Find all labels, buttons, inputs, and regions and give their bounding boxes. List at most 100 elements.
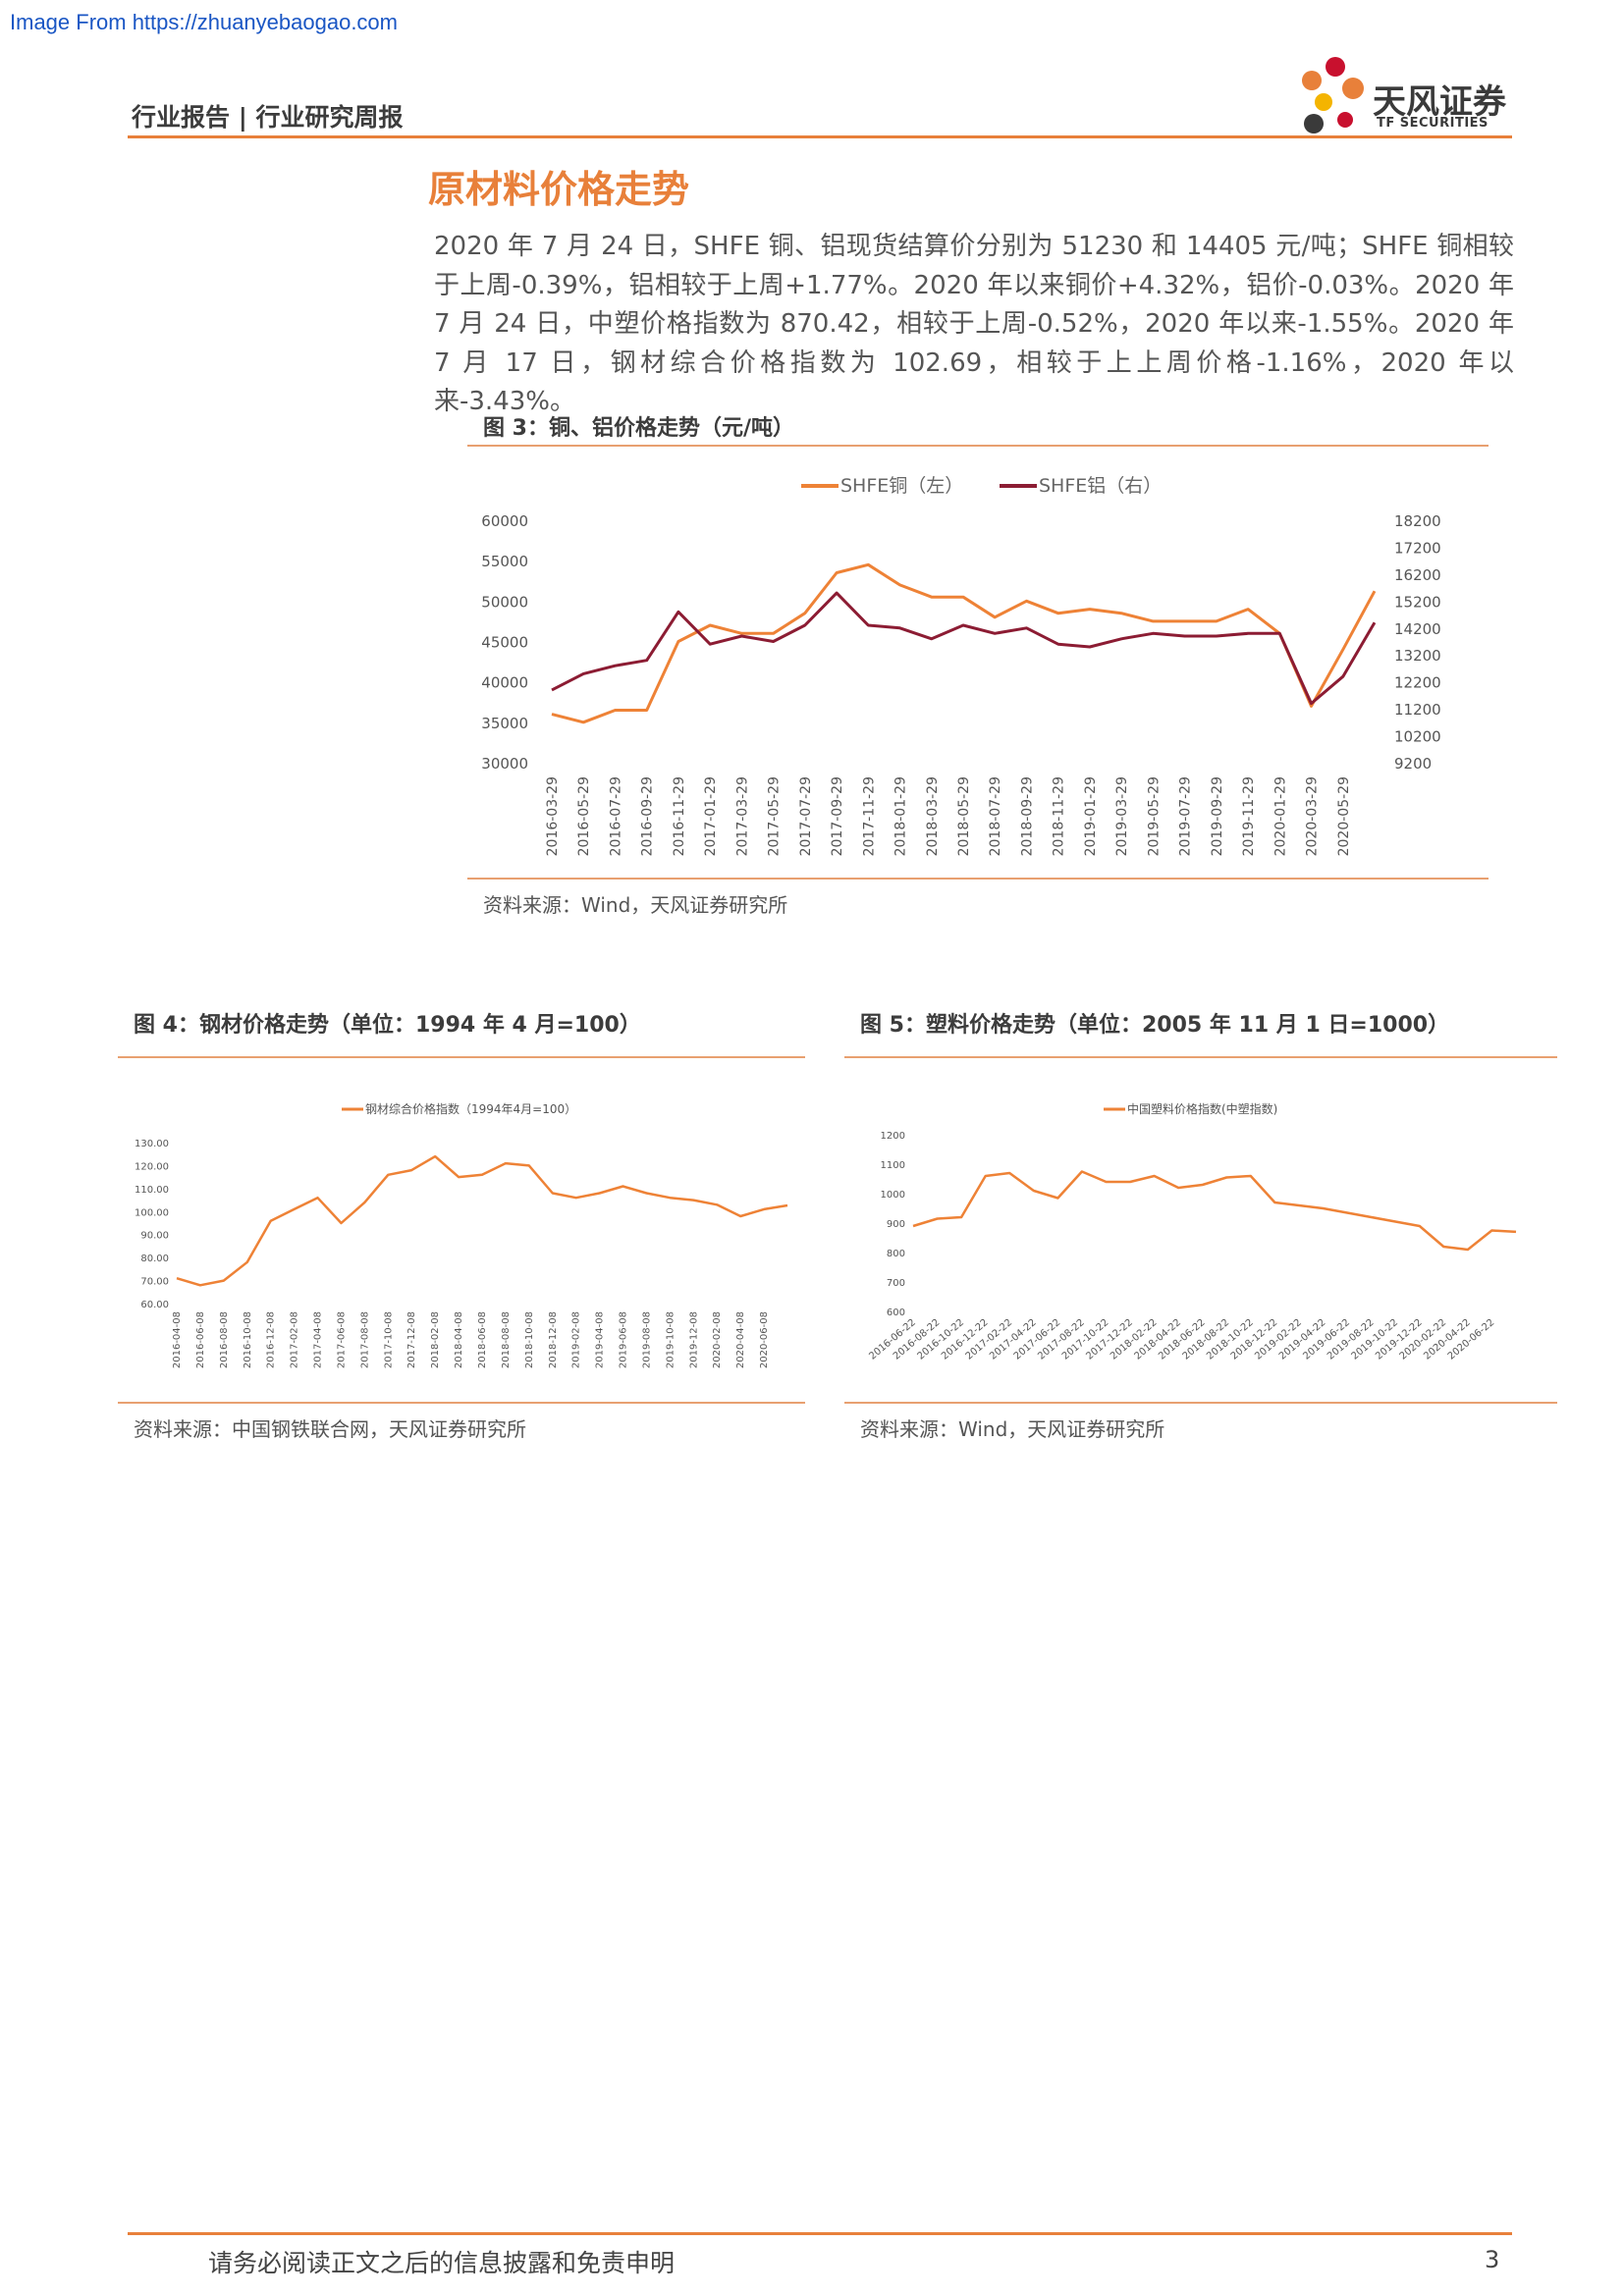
flower-logo-icon	[1302, 57, 1364, 133]
footer-divider	[128, 2232, 1512, 2235]
fig4-series-line	[176, 1154, 788, 1287]
fig4-xtick: 2020-06-08	[759, 1311, 770, 1368]
fig4-xtick: 2018-04-08	[454, 1311, 464, 1368]
fig4-title: 图 4：钢材价格走势（单位：1994 年 4 月=100）	[134, 1013, 641, 1038]
fig5-ytick: 1200	[881, 1131, 905, 1142]
fig4-source: 资料来源：中国钢铁联合网，天风证券研究所	[134, 1417, 526, 1441]
fig4-legend-label: 钢材综合价格指数（1994年4月=100）	[365, 1101, 576, 1116]
fig3-ytick-right: 17200	[1394, 539, 1441, 557]
fig4-xtick: 2016-04-08	[172, 1311, 183, 1368]
fig3-xtick: 2018-09-29	[1019, 776, 1035, 856]
fig3-xtick: 2017-11-29	[861, 776, 877, 856]
fig3-ytick-right: 16200	[1394, 566, 1441, 584]
fig3-legend-label: SHFE铜（左）	[840, 475, 963, 497]
fig4-bottom-rule	[118, 1402, 805, 1404]
fig4-xtick: 2017-12-08	[406, 1311, 417, 1368]
fig4-xtick: 2019-12-08	[688, 1311, 699, 1368]
fig5-ytick: 600	[887, 1308, 905, 1318]
fig4-xtick: 2020-02-08	[712, 1311, 723, 1368]
company-logo: 天风证券 TF SECURITIES	[1284, 51, 1520, 144]
fig4-xtick: 2018-02-08	[430, 1311, 441, 1368]
fig3-legend-label: SHFE铝（右）	[1039, 475, 1162, 497]
fig3-xtick: 2018-01-29	[893, 776, 909, 856]
fig3-ytick-left: 45000	[481, 634, 528, 652]
fig3-xtick: 2018-05-29	[956, 776, 972, 856]
fig3-bottom-rule	[467, 878, 1489, 880]
fig3-ytick-right: 15200	[1394, 593, 1441, 611]
fig4-xtick: 2017-02-08	[290, 1311, 300, 1368]
fig5-ytick: 1100	[881, 1160, 905, 1171]
fig4-ytick: 120.00	[135, 1161, 169, 1172]
fig4-xtick: 2018-08-08	[501, 1311, 512, 1368]
fig3-xtick: 2016-11-29	[672, 776, 687, 856]
header-divider	[128, 135, 1512, 138]
fig4-xtick: 2018-10-08	[524, 1311, 535, 1368]
fig3-xtick: 2017-07-29	[798, 776, 814, 856]
fig4-ytick: 60.00	[140, 1300, 169, 1310]
fig3-xtick: 2020-03-29	[1305, 776, 1321, 856]
fig3-ytick-right: 9200	[1394, 755, 1432, 773]
fig3-title: 图 3：铜、铝价格走势（元/吨）	[483, 416, 795, 441]
steel-price-chart: 60.00 70.00 80.00 90.00 100.00 110.00 120.00 13…	[135, 1101, 788, 1368]
copper-aluminum-price-chart: 30000 35000 40000 45000 50000 55000 60000 9200 1…	[481, 475, 1441, 856]
fig3-ytick-right: 18200	[1394, 512, 1441, 530]
fig4-ytick: 90.00	[140, 1231, 169, 1242]
fig5-ytick: 800	[887, 1249, 905, 1259]
copper-series-line	[551, 562, 1377, 724]
fig3-xtick: 2017-01-29	[703, 776, 719, 856]
fig3-ytick-left: 40000	[481, 674, 528, 692]
fig3-ytick-right: 14200	[1394, 620, 1441, 638]
fig3-ytick-left: 50000	[481, 593, 528, 611]
fig4-ytick: 70.00	[140, 1277, 169, 1288]
footer-disclaimer: 请务必阅读正文之后的信息披露和免责申明	[208, 2249, 676, 2277]
fig4-xtick: 2019-02-08	[571, 1311, 582, 1368]
fig3-xtick: 2016-09-29	[640, 776, 656, 856]
fig5-ytick: 700	[887, 1278, 905, 1289]
fig4-ytick: 100.00	[135, 1207, 169, 1218]
fig3-xtick: 2016-07-29	[608, 776, 623, 856]
body-paragraph: 2020 年 7 月 24 日，SHFE 铜、铝现货结算价分别为 51230 和…	[434, 232, 1514, 416]
fig5-bottom-rule	[844, 1402, 1557, 1404]
fig3-ytick-right: 13200	[1394, 647, 1441, 665]
source-watermark: Image From https://zhuanyebaogao.com	[10, 10, 398, 34]
fig3-top-rule	[467, 445, 1489, 447]
fig3-xtick: 2019-11-29	[1241, 776, 1257, 856]
fig5-top-rule	[844, 1056, 1557, 1058]
fig3-source: 资料来源：Wind，天风证券研究所	[483, 893, 788, 917]
fig4-xtick: 2017-06-08	[336, 1311, 347, 1368]
fig4-xtick: 2018-06-08	[477, 1311, 488, 1368]
fig3-xtick: 2019-09-29	[1210, 776, 1225, 856]
fig3-xtick: 2020-01-29	[1272, 776, 1288, 856]
fig5-title: 图 5：塑料价格走势（单位：2005 年 11 月 1 日=1000）	[860, 1013, 1450, 1038]
fig4-xtick: 2017-10-08	[383, 1311, 394, 1368]
fig4-ytick: 110.00	[135, 1185, 169, 1196]
fig3-xtick: 2019-05-29	[1146, 776, 1162, 856]
logo-name-cn: 天风证券	[1373, 82, 1506, 122]
fig4-xtick: 2019-04-08	[595, 1311, 606, 1368]
fig3-xtick: 2017-03-29	[734, 776, 750, 856]
page-number: 3	[1485, 2246, 1500, 2273]
fig4-xtick: 2018-12-08	[548, 1311, 559, 1368]
fig3-xtick: 2020-05-29	[1336, 776, 1352, 856]
fig4-xtick: 2016-06-08	[195, 1311, 206, 1368]
fig4-xtick: 2019-10-08	[665, 1311, 676, 1368]
fig3-xtick: 2019-01-29	[1083, 776, 1099, 856]
fig4-ytick: 130.00	[135, 1139, 169, 1149]
fig3-xtick: 2018-11-29	[1052, 776, 1067, 856]
fig3-xtick: 2019-07-29	[1178, 776, 1194, 856]
fig5-ytick: 900	[887, 1219, 905, 1230]
fig3-xtick: 2016-03-29	[545, 776, 561, 856]
fig4-xtick: 2016-08-08	[219, 1311, 230, 1368]
fig3-xtick: 2016-05-29	[576, 776, 592, 856]
fig4-xtick: 2016-12-08	[266, 1311, 277, 1368]
report-header-title: 行业报告 | 行业研究周报	[132, 103, 404, 132]
logo-name-en: TF SECURITIES	[1377, 116, 1489, 131]
fig4-xtick: 2016-10-08	[243, 1311, 253, 1368]
fig3-xtick: 2019-03-29	[1114, 776, 1130, 856]
fig4-xtick: 2017-08-08	[359, 1311, 370, 1368]
fig3-ytick-right: 10200	[1394, 728, 1441, 746]
fig3-xtick: 2018-03-29	[925, 776, 941, 856]
fig3-ytick-left: 60000	[481, 512, 528, 530]
fig3-xtick: 2018-07-29	[988, 776, 1003, 856]
fig5-source: 资料来源：Wind，天风证券研究所	[860, 1417, 1165, 1441]
